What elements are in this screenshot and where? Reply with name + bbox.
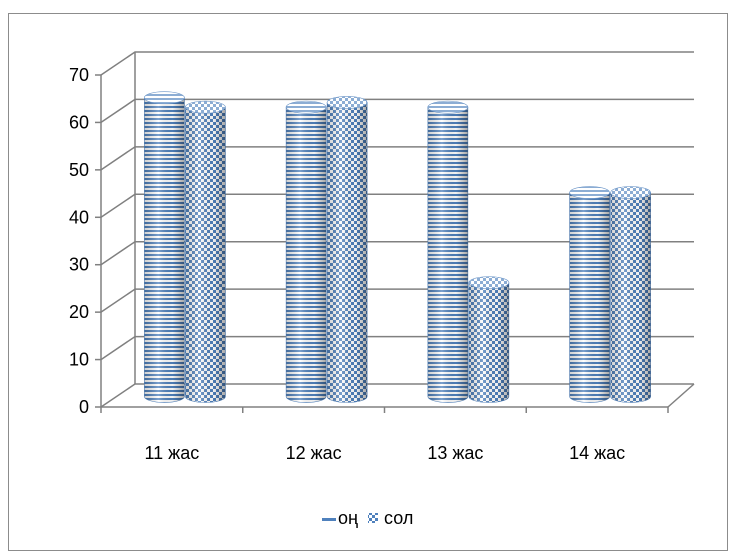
gridline: [100, 146, 694, 171]
bar-sol: [326, 96, 368, 403]
bar-shade: [569, 192, 610, 403]
labels-layer: 0 10 20 30 40 50 60 70 11 жас 12 жас 13 жас 14 жас: [69, 65, 625, 463]
bar-on: [285, 100, 327, 403]
y-tick-label: 20: [69, 302, 89, 322]
grid-layer: [100, 51, 694, 408]
axis-layer: [95, 74, 695, 413]
bar-top-highlight: [185, 101, 226, 114]
bar-on: [569, 186, 610, 403]
y-tick-label: 10: [69, 350, 89, 370]
bar-shade: [144, 97, 185, 403]
bar-top-highlight: [468, 276, 509, 289]
gridline: [100, 240, 694, 266]
bar-top: [569, 186, 610, 199]
y-tick-label: 70: [69, 65, 89, 85]
x-category-label: 13 жас: [427, 443, 483, 463]
bar-sol: [610, 186, 651, 403]
gridline: [100, 98, 694, 124]
bar-top: [610, 186, 651, 199]
bar-on: [144, 91, 185, 403]
bar-top: [326, 96, 368, 109]
gridline: [100, 51, 694, 76]
x-category-label: 14 жас: [569, 443, 625, 463]
bar-shade: [185, 107, 226, 403]
bar-top: [468, 276, 510, 289]
legend-label: сол: [384, 508, 413, 528]
bar-shade: [468, 282, 509, 403]
legend-label: оң: [338, 508, 358, 528]
bar-top: [144, 91, 185, 104]
y-tick-label: 30: [69, 255, 89, 275]
bar-shade: [286, 107, 327, 403]
legend-swatch-stripes: [322, 518, 336, 521]
y-tick-label: 40: [69, 207, 89, 227]
bar-top-highlight: [144, 91, 185, 104]
bar-top: [185, 100, 226, 114]
bar-shade: [327, 102, 368, 403]
legend-item-sol: сол: [368, 508, 413, 528]
y-tick-label: 50: [69, 160, 89, 180]
bar-top: [285, 100, 327, 114]
bars-layer: [144, 91, 651, 403]
bar-top-highlight: [327, 96, 368, 109]
bar-top-highlight: [569, 186, 610, 199]
bar-top: [427, 100, 469, 114]
legend-swatch-checker: [368, 513, 378, 523]
gridline: [100, 193, 694, 218]
x-category-label: 12 жас: [286, 443, 342, 463]
bar-top-highlight: [427, 101, 468, 114]
y-tick-label: 0: [79, 397, 89, 417]
y-tick-label: 60: [69, 112, 89, 132]
bar-sol: [468, 276, 510, 403]
legend-layer: оң сол: [322, 508, 413, 528]
bar-shade: [427, 107, 468, 403]
floor-right-edge: [667, 383, 695, 408]
x-category-label: 11 жас: [145, 443, 200, 463]
chart-frame: 0 10 20 30 40 50 60 70 11 жас 12 жас 13 жас 14 жас …: [8, 13, 728, 551]
bar-on: [427, 100, 469, 403]
bar-sol: [185, 100, 226, 403]
bar-top-highlight: [286, 101, 327, 114]
legend-item-on: оң: [322, 508, 358, 528]
bar-top-highlight: [610, 186, 651, 199]
bar-shade: [610, 192, 651, 403]
